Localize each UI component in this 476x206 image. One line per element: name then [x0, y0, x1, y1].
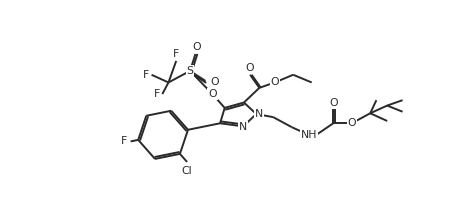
Text: F: F: [154, 89, 160, 99]
Text: F: F: [173, 49, 179, 59]
Text: Cl: Cl: [182, 166, 192, 176]
Text: S: S: [187, 66, 194, 76]
Text: N: N: [239, 122, 248, 132]
Text: F: F: [143, 70, 149, 80]
Text: NH: NH: [300, 130, 317, 140]
Text: O: O: [347, 118, 356, 128]
Text: O: O: [329, 98, 337, 108]
Text: O: O: [193, 42, 201, 53]
Text: O: O: [246, 63, 255, 73]
Text: O: O: [210, 77, 218, 88]
Text: F: F: [120, 136, 127, 146]
Text: O: O: [270, 77, 279, 88]
Text: N: N: [255, 109, 264, 119]
Text: O: O: [208, 89, 217, 99]
